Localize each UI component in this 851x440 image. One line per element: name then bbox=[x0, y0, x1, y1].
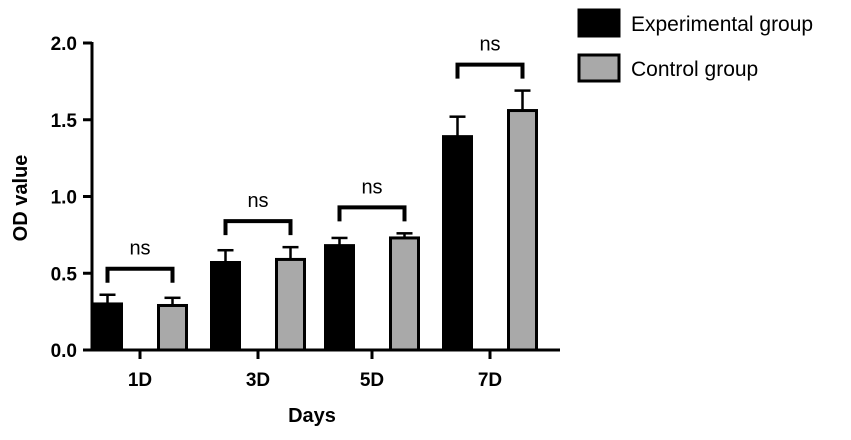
significance-label: ns bbox=[129, 238, 150, 260]
x-tick-label: 5D bbox=[360, 370, 384, 391]
significance-bracket bbox=[337, 205, 407, 222]
legend-label-control: Control group bbox=[631, 58, 758, 81]
legend-swatch-experimental bbox=[577, 8, 621, 38]
bar bbox=[275, 257, 306, 352]
y-tick-label: 1.0 bbox=[51, 188, 77, 209]
bar bbox=[507, 109, 538, 352]
significance-label: ns bbox=[479, 34, 500, 56]
bar bbox=[157, 303, 188, 352]
y-tick-label: 0.5 bbox=[51, 264, 78, 285]
legend: Experimental group Control group bbox=[577, 8, 813, 83]
significance-label: ns bbox=[361, 176, 382, 198]
x-tick-label: 3D bbox=[246, 370, 270, 391]
legend-label-experimental: Experimental group bbox=[631, 13, 813, 36]
bars bbox=[92, 109, 538, 352]
legend-swatch-control bbox=[577, 53, 621, 83]
bar bbox=[210, 261, 241, 352]
x-tick-label: 1D bbox=[128, 370, 152, 391]
x-tick-label: 7D bbox=[478, 370, 502, 391]
significance-label: ns bbox=[247, 190, 268, 212]
bar bbox=[92, 302, 123, 352]
bar bbox=[442, 135, 473, 352]
tick-labels: 0.0 0.5 1.0 1.5 2.0 1D 3D 5D 7D bbox=[51, 34, 503, 391]
y-tick-label: 1.5 bbox=[51, 111, 78, 132]
y-tick-label: 2.0 bbox=[51, 34, 77, 55]
significance-bracket bbox=[223, 219, 293, 236]
bar bbox=[324, 244, 355, 352]
y-tick-label: 0.0 bbox=[51, 341, 77, 362]
error-bars bbox=[99, 89, 531, 306]
significance-bracket bbox=[105, 266, 175, 283]
significance-brackets: ns ns ns ns bbox=[105, 34, 525, 283]
x-axis-title: Days bbox=[288, 405, 336, 427]
axes bbox=[83, 41, 560, 359]
y-axis-title: OD value bbox=[10, 155, 32, 242]
bar bbox=[389, 236, 420, 352]
significance-bracket bbox=[455, 62, 525, 79]
